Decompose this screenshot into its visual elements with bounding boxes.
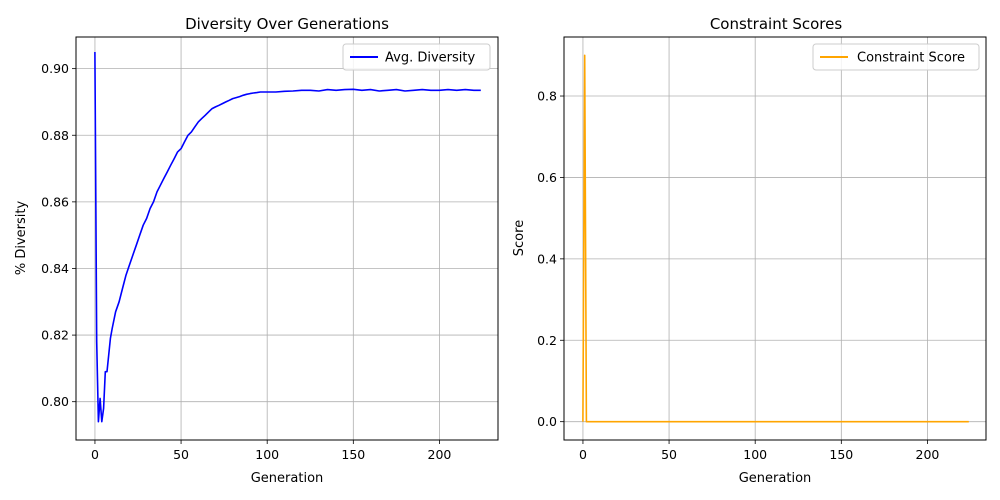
x-tick-label: 100: [743, 447, 767, 462]
legend-entry: Constraint Score: [857, 51, 965, 66]
plot-area: [582, 54, 969, 423]
y-axis-label: % Diversity: [14, 201, 29, 276]
axes-frame: [75, 36, 499, 441]
y-tick-label: 0.0: [537, 414, 557, 429]
axes-frame: [563, 36, 987, 441]
legend-entry: Avg. Diversity: [385, 51, 475, 66]
x-tick-label: 50: [173, 447, 189, 462]
x-axis-label: Generation: [739, 471, 812, 486]
plot-area: [94, 51, 481, 423]
subplot-title: Diversity Over Generations: [185, 15, 389, 33]
y-tick-label: 0.82: [41, 328, 69, 343]
y-tick-label: 0.88: [41, 128, 69, 143]
y-tick-label: 0.2: [537, 333, 557, 348]
y-tick-label: 0.8: [537, 89, 557, 104]
constraint-subplot: Constraint Scores 0 50 100 150 200 0.0 0.2 0.4…: [512, 15, 987, 486]
x-tick-label: 200: [916, 447, 940, 462]
legend: Constraint Score: [812, 43, 980, 71]
legend: Avg. Diversity: [342, 43, 491, 71]
x-tick-label: 0: [579, 447, 587, 462]
x-tick-label: 150: [341, 447, 365, 462]
x-axis-label: Generation: [251, 471, 324, 486]
x-axis: 0 50 100 150 200: [579, 440, 939, 462]
y-tick-label: 0.6: [537, 170, 557, 185]
series-line: [94, 51, 481, 423]
subplot-title: Constraint Scores: [710, 15, 843, 33]
y-axis: 0.0 0.2 0.4 0.6 0.8: [537, 89, 564, 429]
y-axis-label: Score: [512, 220, 527, 256]
y-tick-label: 0.4: [537, 251, 557, 266]
x-tick-label: 150: [829, 447, 853, 462]
x-tick-label: 50: [661, 447, 677, 462]
x-tick-label: 100: [255, 447, 279, 462]
series-line: [582, 54, 969, 423]
x-tick-label: 200: [428, 447, 452, 462]
legend-box: [812, 43, 980, 71]
x-tick-label: 0: [91, 447, 99, 462]
y-tick-label: 0.84: [41, 261, 69, 276]
y-tick-label: 0.86: [41, 194, 69, 209]
x-axis: 0 50 100 150 200: [91, 440, 451, 462]
diversity-subplot: Diversity Over Generations 0 50 100 150 200 …: [14, 15, 499, 486]
y-axis: 0.80 0.82 0.84 0.86 0.88 0.90: [41, 61, 76, 409]
y-tick-label: 0.80: [41, 394, 69, 409]
y-tick-label: 0.90: [41, 61, 69, 76]
legend-box: [342, 43, 491, 71]
